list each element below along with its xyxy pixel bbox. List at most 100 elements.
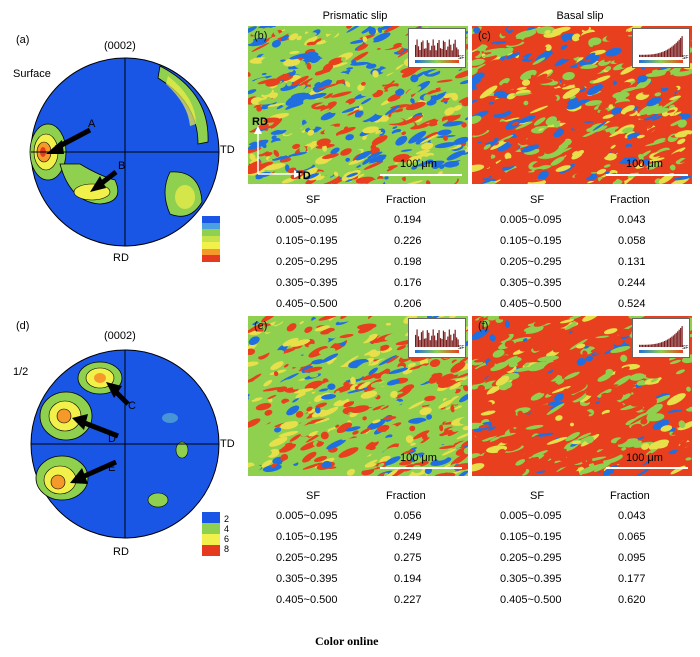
table-cell-sf: 0.305~0.395 bbox=[276, 277, 338, 289]
table-cell-sf: 0.005~0.095 bbox=[500, 510, 562, 522]
table-cell-sf: 0.105~0.195 bbox=[276, 531, 338, 543]
table-header-sf: SF bbox=[530, 490, 545, 502]
marker-A: A bbox=[88, 118, 96, 130]
column-title-basal: Basal slip bbox=[556, 10, 604, 22]
table-cell-fraction: 0.177 bbox=[618, 573, 646, 585]
histogram-inset-f: SF bbox=[632, 318, 690, 358]
column-title-prismatic: Prismatic slip bbox=[322, 10, 388, 22]
table-header-fraction: Fraction bbox=[386, 194, 426, 206]
inset-sf-label: SF bbox=[458, 345, 464, 351]
table-cell-sf: 0.305~0.395 bbox=[500, 277, 562, 289]
legend-d bbox=[202, 512, 220, 556]
table-header-fraction: Fraction bbox=[386, 490, 426, 502]
table-cell-sf: 0.105~0.195 bbox=[500, 235, 562, 247]
table-cell-sf: 0.305~0.395 bbox=[500, 573, 562, 585]
pole-title-a: (0002) bbox=[104, 40, 136, 52]
legend-d-tick-4: 4 bbox=[224, 524, 230, 534]
table-cell-fraction: 0.249 bbox=[394, 531, 422, 543]
panel-label-c: (c) bbox=[478, 30, 491, 42]
pole-title-d: (0002) bbox=[104, 330, 136, 342]
legend-d-tick-8: 8 bbox=[224, 544, 230, 554]
table-header-sf: SF bbox=[306, 490, 321, 502]
arrow-E-icon bbox=[70, 459, 118, 484]
table-header-fraction: Fraction bbox=[610, 194, 650, 206]
rd-td-axes-icon bbox=[254, 126, 302, 178]
table-cell-fraction: 0.131 bbox=[618, 256, 646, 268]
panel-label-e: (e) bbox=[254, 320, 268, 332]
pole-figure-d bbox=[30, 349, 220, 539]
arrow-D-icon bbox=[72, 414, 119, 439]
table-cell-sf: 0.405~0.500 bbox=[276, 298, 338, 310]
panel-label-b: (b) bbox=[254, 30, 268, 42]
table-cell-sf: 0.005~0.095 bbox=[276, 510, 338, 522]
inset-sf-label: SF bbox=[682, 55, 688, 61]
table-cell-sf: 0.305~0.395 bbox=[276, 573, 338, 585]
table-cell-sf: 0.105~0.195 bbox=[276, 235, 338, 247]
table-cell-sf: 0.005~0.095 bbox=[500, 214, 562, 226]
rd-label-a: RD bbox=[113, 252, 129, 264]
scale-text-b: 100 μm bbox=[400, 158, 437, 170]
histogram-inset-e: SF bbox=[408, 318, 466, 358]
row-label-half: 1/2 bbox=[13, 366, 29, 378]
table-cell-fraction: 0.043 bbox=[618, 510, 646, 522]
table-cell-fraction: 0.043 bbox=[618, 214, 646, 226]
table-cell-fraction: 0.524 bbox=[618, 298, 646, 310]
figure-caption: Color online bbox=[315, 634, 379, 648]
orientation-map-c bbox=[472, 26, 692, 184]
arrow-B-icon bbox=[90, 170, 118, 192]
panel-label-f: (f) bbox=[478, 320, 489, 332]
marker-E: E bbox=[108, 462, 116, 474]
marker-B: B bbox=[118, 160, 126, 172]
panel-label-d: (d) bbox=[16, 320, 30, 332]
table-header-sf: SF bbox=[306, 194, 321, 206]
row-label-surface: Surface bbox=[13, 68, 51, 80]
pole-figure-a bbox=[29, 57, 220, 247]
table-cell-sf: 0.205~0.295 bbox=[276, 256, 338, 268]
scale-text-c: 100 μm bbox=[626, 158, 663, 170]
scale-text-f: 100 μm bbox=[626, 452, 663, 464]
marker-D: D bbox=[108, 433, 116, 445]
table-cell-fraction: 0.056 bbox=[394, 510, 422, 522]
td-label-a: TD bbox=[220, 144, 235, 156]
table-cell-fraction: 0.206 bbox=[394, 298, 422, 310]
table-cell-sf: 0.405~0.500 bbox=[500, 298, 562, 310]
panel-label-a: (a) bbox=[16, 34, 30, 46]
table-cell-fraction: 0.095 bbox=[618, 552, 646, 564]
table-cell-fraction: 0.227 bbox=[394, 594, 422, 606]
scale-bar-e bbox=[380, 467, 462, 469]
table-cell-sf: 0.005~0.095 bbox=[276, 214, 338, 226]
table-cell-sf: 0.105~0.195 bbox=[500, 531, 562, 543]
map-td-label: TD bbox=[296, 170, 311, 182]
scale-bar-c bbox=[606, 174, 688, 176]
table-cell-fraction: 0.194 bbox=[394, 214, 422, 226]
table-cell-sf: 0.405~0.500 bbox=[276, 594, 338, 606]
table-header-sf: SF bbox=[530, 194, 545, 206]
table-cell-sf: 0.205~0.295 bbox=[500, 256, 562, 268]
table-cell-fraction: 0.226 bbox=[394, 235, 422, 247]
scale-text-e: 100 μm bbox=[400, 452, 437, 464]
inset-sf-label: SF bbox=[682, 345, 688, 351]
table-header-fraction: Fraction bbox=[610, 490, 650, 502]
table-cell-fraction: 0.065 bbox=[618, 531, 646, 543]
rd-label-d: RD bbox=[113, 546, 129, 558]
table-cell-fraction: 0.244 bbox=[618, 277, 646, 289]
table-cell-fraction: 0.198 bbox=[394, 256, 422, 268]
table-cell-fraction: 0.176 bbox=[394, 277, 422, 289]
arrow-C-icon bbox=[106, 382, 130, 406]
legend-d-tick-2: 2 bbox=[224, 514, 230, 524]
legend-a bbox=[202, 216, 220, 262]
histogram-inset-b: SF bbox=[408, 28, 466, 68]
legend-d-tick-6: 6 bbox=[224, 534, 230, 544]
scale-bar-f bbox=[606, 467, 688, 469]
td-label-d: TD bbox=[220, 438, 235, 450]
table-cell-sf: 0.405~0.500 bbox=[500, 594, 562, 606]
marker-C: C bbox=[128, 400, 136, 412]
histogram-inset-c: SF bbox=[632, 28, 690, 68]
table-cell-fraction: 0.275 bbox=[394, 552, 422, 564]
table-cell-fraction: 0.058 bbox=[618, 235, 646, 247]
table-cell-sf: 0.205~0.295 bbox=[500, 552, 562, 564]
arrow-A-icon bbox=[46, 127, 92, 154]
table-cell-fraction: 0.620 bbox=[618, 594, 646, 606]
scale-bar-b bbox=[380, 174, 462, 176]
inset-sf-label: SF bbox=[458, 55, 464, 61]
